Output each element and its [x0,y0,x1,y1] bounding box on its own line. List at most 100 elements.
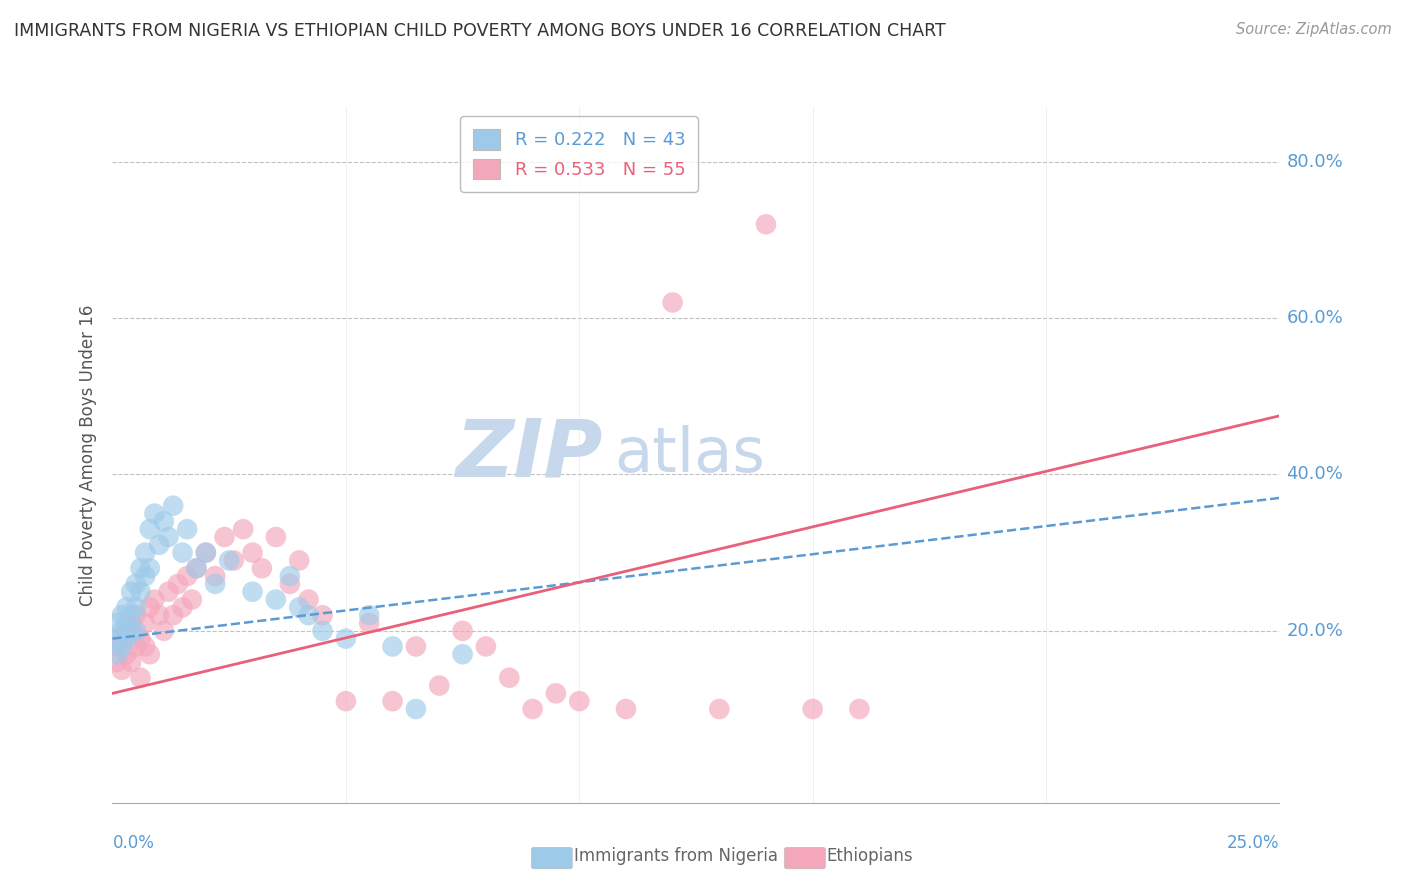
Text: Immigrants from Nigeria: Immigrants from Nigeria [574,847,778,865]
Point [120,655,142,669]
Point [134,546,156,560]
Point [166,577,188,591]
Text: atlas: atlas [614,425,765,485]
Text: Source: ZipAtlas.com: Source: ZipAtlas.com [1236,22,1392,37]
Point [111,663,134,677]
Point [125,577,148,591]
Point [311,608,333,623]
Point [148,538,170,552]
Point [204,569,226,583]
Point [614,702,637,716]
Point [129,561,152,575]
Point [176,569,198,583]
Point [288,553,311,567]
Point [176,522,198,536]
Point [242,584,264,599]
Point [105,640,128,654]
Point [125,608,148,623]
Point [214,530,236,544]
Point [297,592,319,607]
Point [381,694,404,708]
Point [264,592,287,607]
Point [194,546,217,560]
Point [125,624,148,638]
Point [288,600,311,615]
Point [134,640,156,654]
Point [278,577,301,591]
Point [232,522,254,536]
Point [544,686,567,700]
Point [194,546,217,560]
Point [568,694,591,708]
Point [278,569,301,583]
Point [111,608,134,623]
Point [264,530,287,544]
Point [405,640,427,654]
Point [111,640,134,654]
Point [111,632,134,646]
Point [115,632,138,646]
Text: 60.0%: 60.0% [1286,310,1343,327]
Y-axis label: Child Poverty Among Boys Under 16: Child Poverty Among Boys Under 16 [79,304,97,606]
Point [115,624,138,638]
Point [139,600,162,615]
Point [180,592,202,607]
Point [115,647,138,661]
Point [405,702,427,716]
Point [153,514,176,528]
Point [359,608,381,623]
Point [381,640,404,654]
Point [139,647,162,661]
Point [162,608,184,623]
Point [451,624,474,638]
Point [475,640,498,654]
Text: 0.0%: 0.0% [112,834,155,852]
Text: 25.0%: 25.0% [1227,834,1279,852]
Point [801,702,824,716]
Point [139,561,162,575]
Point [250,561,273,575]
Text: 40.0%: 40.0% [1286,466,1343,483]
Point [204,577,226,591]
Point [143,507,166,521]
Text: ZIP: ZIP [456,416,603,494]
Point [222,553,245,567]
Point [105,615,128,630]
Point [129,584,152,599]
Point [522,702,544,716]
Point [335,632,357,646]
Point [115,600,138,615]
Point [129,632,152,646]
Legend: R = 0.222   N = 43, R = 0.533   N = 55: R = 0.222 N = 43, R = 0.533 N = 55 [461,116,697,192]
Point [242,546,264,560]
Point [709,702,731,716]
Text: Ethiopians: Ethiopians [827,847,914,865]
Point [661,295,683,310]
Point [186,561,208,575]
Point [172,600,194,615]
Point [848,702,870,716]
Point [498,671,520,685]
Point [218,553,240,567]
Point [143,592,166,607]
Point [134,615,156,630]
Point [335,694,357,708]
Point [120,624,142,638]
Point [120,608,142,623]
Point [427,679,450,693]
Point [451,647,474,661]
Point [157,530,180,544]
Point [311,624,333,638]
Point [120,615,142,630]
Point [139,522,162,536]
Point [162,499,184,513]
Point [148,608,170,623]
Text: 80.0%: 80.0% [1286,153,1343,170]
Point [105,655,128,669]
Point [153,624,176,638]
Point [129,671,152,685]
Point [186,561,208,575]
Point [125,640,148,654]
Point [115,615,138,630]
Point [359,615,381,630]
